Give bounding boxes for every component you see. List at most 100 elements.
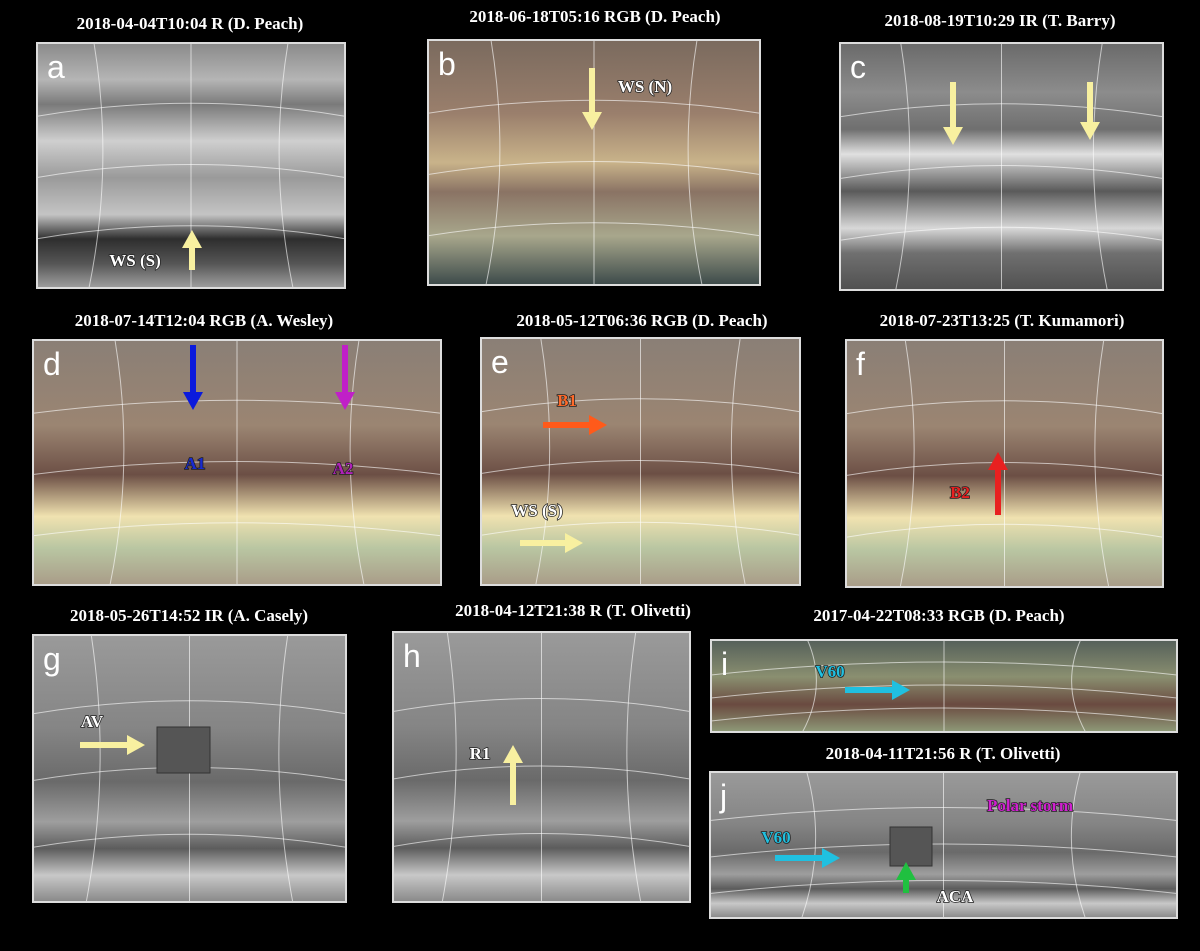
arrow-head xyxy=(182,230,202,248)
annotation-label: R1 xyxy=(470,744,491,763)
arrow-head xyxy=(988,452,1008,470)
grid xyxy=(846,340,1163,587)
image-border xyxy=(710,639,1178,733)
arrow-head xyxy=(892,680,910,700)
arrow xyxy=(335,345,355,410)
image-border xyxy=(427,39,761,286)
arrow xyxy=(520,533,583,553)
image-border xyxy=(32,339,442,586)
arrow-head xyxy=(1080,122,1100,140)
panel-title: 2018-07-14T12:04 RGB (A. Wesley) xyxy=(75,311,333,330)
grid xyxy=(840,43,1163,290)
annotation-label: Polar storm xyxy=(987,796,1073,815)
image-border xyxy=(480,337,801,586)
longitude-line xyxy=(1092,43,1108,290)
arrow-head xyxy=(565,533,583,553)
panel-letter: g xyxy=(43,641,61,677)
arrow-head xyxy=(127,735,145,755)
panel-letter: h xyxy=(403,638,421,674)
arrow xyxy=(543,415,607,435)
annotation-label: V60 xyxy=(815,662,844,681)
panel-title: 2018-04-12T21:38 R (T. Olivetti) xyxy=(455,601,691,620)
image-border xyxy=(36,42,346,289)
image-border xyxy=(392,631,691,903)
panel-title: 2018-07-23T13:25 (T. Kumamori) xyxy=(880,311,1125,330)
arrow-head xyxy=(335,392,355,410)
longitude-line xyxy=(802,640,817,732)
longitude-line xyxy=(535,338,551,585)
longitude-line xyxy=(109,340,125,585)
arrow-head xyxy=(589,415,607,435)
arrow xyxy=(845,680,910,700)
longitude-line xyxy=(441,632,457,902)
panel-letter: f xyxy=(856,346,865,382)
arrow xyxy=(988,452,1008,515)
panel-letter: i xyxy=(721,646,728,682)
panel-letter: c xyxy=(850,49,866,85)
panel-letter: a xyxy=(47,49,65,85)
arrow xyxy=(1080,82,1100,140)
arrow xyxy=(896,862,916,893)
longitude-line xyxy=(626,632,642,902)
panel-title: 2018-04-04T10:04 R (D. Peach) xyxy=(77,14,304,33)
arrow-head xyxy=(503,745,523,763)
inset-box xyxy=(889,826,933,867)
annotation-label: A1 xyxy=(185,454,206,473)
panel-letter: d xyxy=(43,346,61,382)
longitude-line xyxy=(485,40,501,285)
annotation-label: B2 xyxy=(950,483,970,502)
annotation-label: AV xyxy=(81,712,104,731)
grid xyxy=(481,338,800,585)
panel-title: 2018-08-19T10:29 IR (T. Barry) xyxy=(884,11,1115,30)
panel-title: 2017-04-22T08:33 RGB (D. Peach) xyxy=(813,606,1064,625)
longitude-line xyxy=(801,772,817,918)
annotation-label: ACA xyxy=(937,887,975,906)
panel-letter: b xyxy=(438,46,456,82)
longitude-line xyxy=(1070,772,1086,918)
arrow xyxy=(943,82,963,145)
arrow xyxy=(183,345,203,410)
longitude-line xyxy=(899,340,915,587)
longitude-line xyxy=(895,43,911,290)
longitude-line xyxy=(85,635,101,902)
image-border xyxy=(845,339,1164,588)
longitude-line xyxy=(349,340,365,585)
panel-title: 2018-04-11T21:56 R (T. Olivetti) xyxy=(826,744,1061,763)
longitude-line xyxy=(687,40,703,285)
arrow xyxy=(182,230,202,270)
grid xyxy=(710,772,1177,918)
panel-title: 2018-06-18T05:16 RGB (D. Peach) xyxy=(469,7,720,26)
grid xyxy=(393,632,690,902)
annotation-label: B1 xyxy=(557,391,577,410)
annotation-label: A2 xyxy=(333,459,354,478)
image-border xyxy=(839,42,1164,291)
annotation-label: WS (S) xyxy=(109,251,160,270)
grid xyxy=(33,340,441,585)
annotation-label: V60 xyxy=(761,828,790,847)
longitude-line xyxy=(730,338,746,585)
longitude-line xyxy=(1094,340,1110,587)
arrow xyxy=(775,848,840,868)
arrow xyxy=(582,68,602,130)
panel-title: 2018-05-12T06:36 RGB (D. Peach) xyxy=(516,311,767,330)
panel-title: 2018-05-26T14:52 IR (A. Casely) xyxy=(70,606,308,625)
arrow xyxy=(80,735,145,755)
longitude-line xyxy=(88,43,104,288)
longitude-line xyxy=(1071,640,1086,732)
longitude-line xyxy=(278,43,294,288)
arrow-head xyxy=(822,848,840,868)
grid xyxy=(428,40,760,285)
arrow-head xyxy=(943,127,963,145)
image-border xyxy=(32,634,347,903)
panel-letter: j xyxy=(719,778,727,814)
grid xyxy=(711,640,1177,732)
annotation-label: WS (S) xyxy=(511,501,562,520)
arrow-head xyxy=(582,112,602,130)
inset-box xyxy=(156,726,211,774)
annotation-label: WS (N) xyxy=(618,77,672,96)
longitude-line xyxy=(278,635,294,902)
image-border xyxy=(709,771,1178,919)
grid xyxy=(37,43,345,288)
arrow-head xyxy=(183,392,203,410)
